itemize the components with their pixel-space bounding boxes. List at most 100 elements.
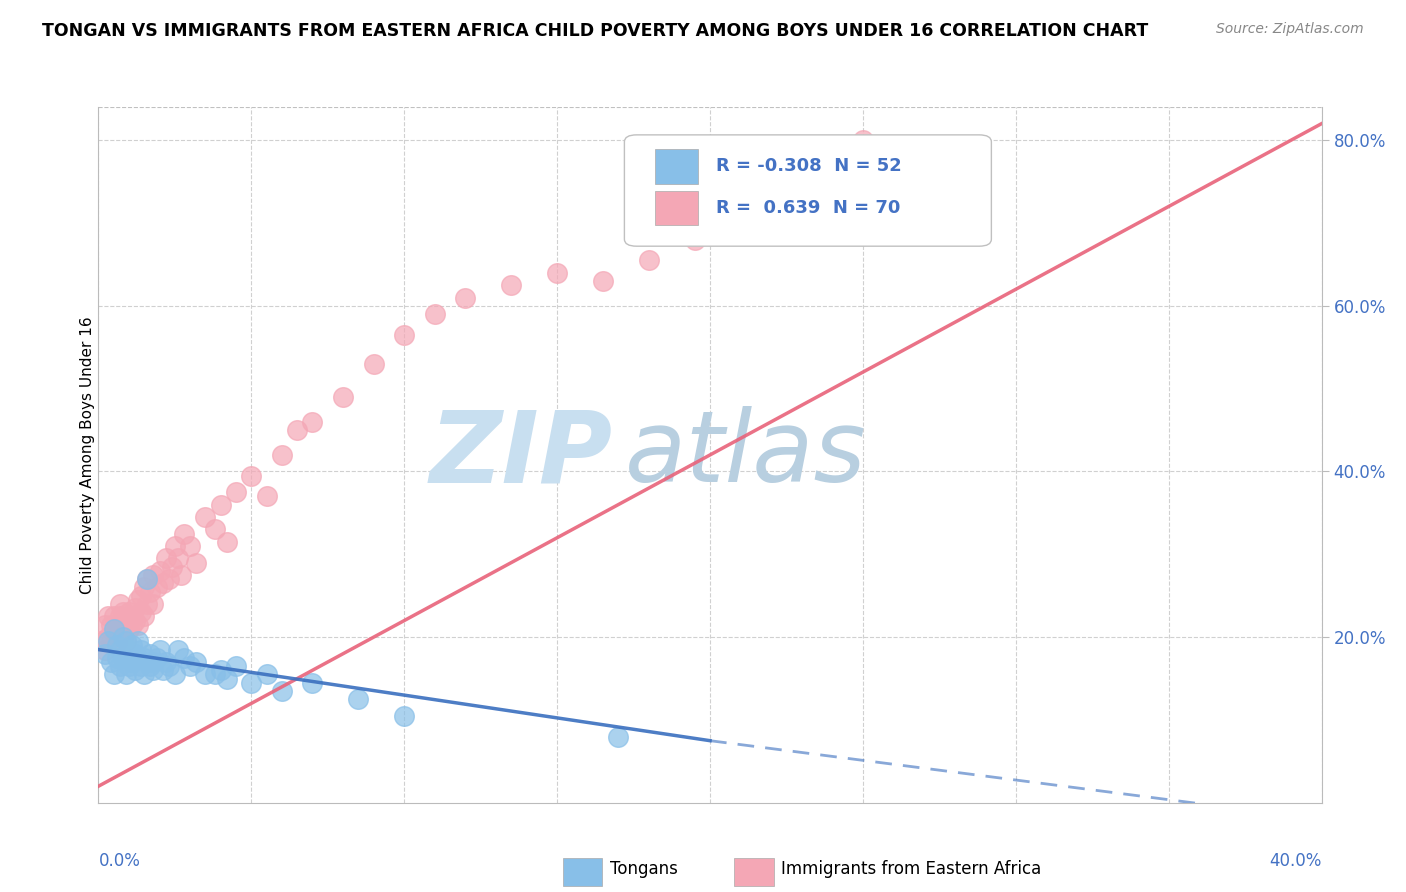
Point (157, 659, 180, 673)
Text: Tongans: Tongans (610, 860, 678, 878)
Point (97, 609, 120, 624)
Point (186, 556, 208, 570)
Point (179, 539, 201, 553)
Point (115, 667, 138, 681)
Point (170, 568, 193, 582)
Point (134, 581, 156, 595)
Point (145, 651, 167, 665)
Point (108, 642, 131, 657)
Point (167, 551, 190, 566)
Point (105, 634, 128, 648)
Point (127, 592, 149, 607)
Point (301, 675, 323, 690)
Point (105, 639, 128, 653)
Point (215, 535, 238, 549)
Point (142, 663, 165, 677)
Point (215, 672, 238, 686)
Point (240, 675, 263, 690)
Point (93, 647, 115, 661)
Point (163, 539, 186, 553)
Point (97, 630, 120, 644)
Point (152, 576, 174, 591)
Point (501, 278, 523, 293)
Point (285, 423, 308, 437)
Point (173, 526, 195, 541)
Text: atlas: atlas (624, 407, 866, 503)
Point (204, 667, 226, 681)
Point (145, 581, 167, 595)
Point (134, 667, 156, 681)
Point (129, 642, 152, 657)
Point (852, 133, 875, 147)
FancyBboxPatch shape (734, 858, 773, 887)
Point (93, 642, 115, 657)
Point (127, 634, 149, 648)
Point (124, 663, 146, 677)
Point (423, 307, 446, 321)
Point (136, 597, 159, 611)
Point (103, 609, 125, 624)
Point (136, 572, 159, 586)
Point (167, 642, 190, 657)
Point (152, 663, 174, 677)
Point (136, 572, 159, 586)
Point (129, 605, 152, 619)
Point (270, 684, 292, 698)
Point (225, 659, 247, 673)
Text: 40.0%: 40.0% (1270, 852, 1322, 870)
Point (90, 634, 112, 648)
Point (139, 647, 162, 661)
Point (111, 651, 134, 665)
Point (332, 390, 354, 404)
Point (194, 510, 217, 524)
Text: 0.0%: 0.0% (98, 852, 141, 870)
FancyBboxPatch shape (655, 191, 697, 226)
Point (97, 634, 120, 648)
Point (163, 667, 186, 681)
Point (142, 655, 165, 669)
Point (546, 266, 568, 280)
Point (124, 601, 146, 615)
Point (209, 663, 232, 677)
Point (225, 485, 247, 500)
Point (108, 597, 131, 611)
Point (139, 584, 162, 599)
Point (301, 415, 323, 429)
Point (118, 642, 141, 657)
Point (108, 609, 131, 624)
Point (837, 158, 859, 172)
Point (115, 614, 138, 628)
Point (124, 647, 146, 661)
FancyBboxPatch shape (655, 149, 697, 184)
Text: R = -0.308  N = 52: R = -0.308 N = 52 (716, 157, 901, 175)
Text: ZIP: ZIP (429, 407, 612, 503)
Point (105, 651, 128, 665)
Point (155, 551, 177, 566)
Text: Source: ZipAtlas.com: Source: ZipAtlas.com (1216, 22, 1364, 37)
Point (103, 622, 125, 636)
Point (607, 730, 630, 744)
Point (347, 692, 370, 706)
Point (100, 634, 122, 648)
Point (105, 617, 128, 632)
Point (683, 233, 706, 247)
Point (155, 655, 177, 669)
FancyBboxPatch shape (624, 135, 991, 246)
Point (134, 609, 156, 624)
Point (121, 609, 143, 624)
Point (157, 572, 180, 586)
Point (270, 448, 292, 462)
Point (121, 617, 143, 632)
Point (100, 617, 122, 632)
Point (115, 634, 138, 648)
Point (204, 523, 226, 537)
Point (118, 622, 141, 636)
Point (194, 667, 217, 681)
Text: Immigrants from Eastern Africa: Immigrants from Eastern Africa (780, 860, 1042, 878)
Point (100, 655, 122, 669)
Point (256, 489, 278, 503)
Point (730, 199, 752, 213)
Text: TONGAN VS IMMIGRANTS FROM EASTERN AFRICA CHILD POVERTY AMONG BOYS UNDER 16 CORRE: TONGAN VS IMMIGRANTS FROM EASTERN AFRICA… (42, 22, 1149, 40)
Point (256, 667, 278, 681)
Point (173, 651, 195, 665)
